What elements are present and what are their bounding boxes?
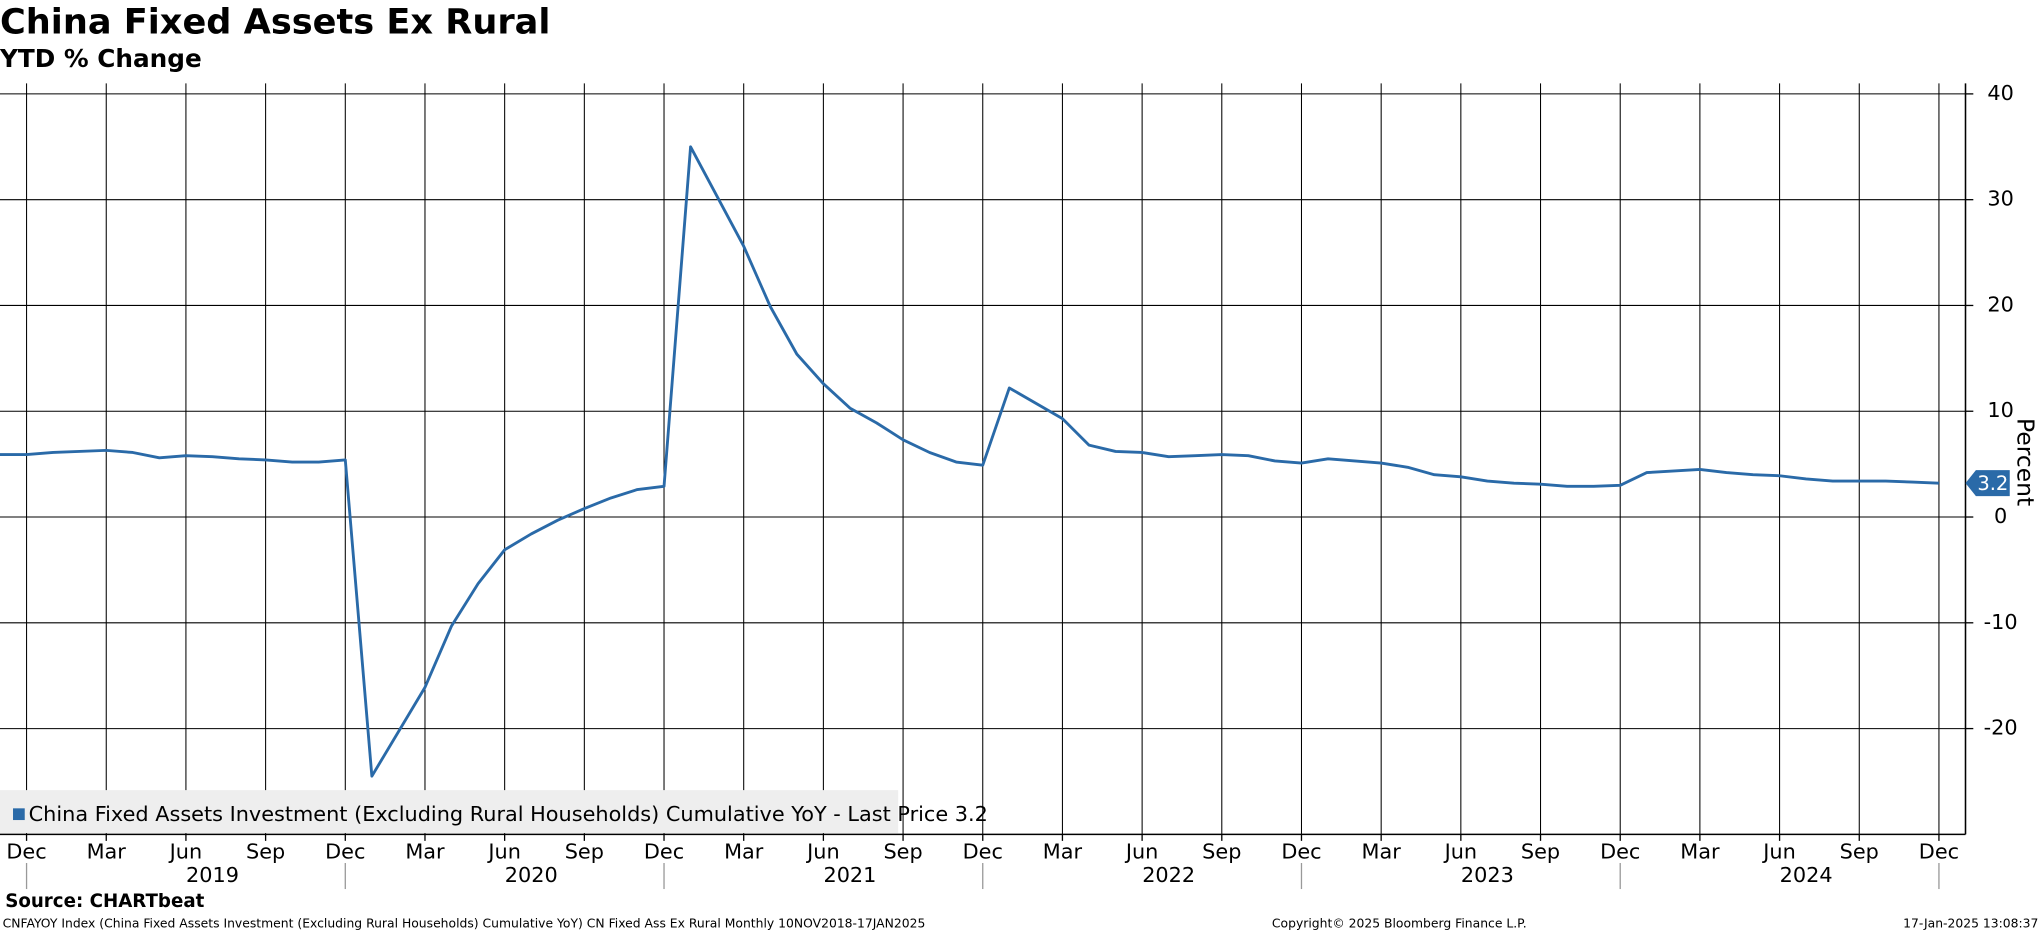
y-axis-label: Percent	[2012, 418, 2040, 506]
chart-subtitle: YTD % Change	[0, 44, 202, 73]
y-tick-label: 10	[1987, 398, 2013, 422]
year-label: 2020	[505, 863, 558, 887]
year-label: 2023	[1461, 863, 1514, 887]
x-tick-label: Mar	[405, 840, 445, 864]
x-tick-label: Sep	[1202, 840, 1241, 864]
x-tick-label: Mar	[724, 840, 764, 864]
x-tick-label: Jun	[1761, 840, 1796, 864]
x-tick-label: Mar	[1362, 840, 1402, 864]
x-tick-label: Dec	[1600, 840, 1640, 864]
x-tick-label: Jun	[486, 840, 521, 864]
x-tick-label: Dec	[1281, 840, 1321, 864]
source: Source: CHARTbeat	[5, 891, 204, 912]
x-tick-label: Dec	[1919, 840, 1959, 864]
y-tick-label: -20	[1984, 716, 2018, 740]
x-tick-label: Sep	[1521, 840, 1560, 864]
x-tick-label: Jun	[1124, 840, 1159, 864]
x-tick-label: Sep	[883, 840, 922, 864]
y-tick-label: 30	[1987, 187, 2013, 211]
last-price-tag	[1965, 470, 2010, 497]
y-tick-label: 20	[1987, 292, 2013, 316]
year-label: 2024	[1780, 863, 1833, 887]
x-tick-label: Jun	[168, 840, 203, 864]
x-tick-label: Dec	[963, 840, 1003, 864]
x-tick-label: Dec	[325, 840, 365, 864]
x-tick-label: Mar	[1043, 840, 1083, 864]
chart-title: China Fixed Assets Ex Rural	[0, 1, 550, 42]
x-tick-label: Mar	[1680, 840, 1720, 864]
legend-box	[0, 790, 899, 834]
y-tick-label: -10	[1984, 610, 2018, 634]
year-label: 2021	[823, 863, 876, 887]
x-tick-label: Dec	[6, 840, 46, 864]
x-tick-label: Sep	[565, 840, 604, 864]
x-tick-label: Jun	[1443, 840, 1478, 864]
last-price-label: 3.2	[1977, 472, 2008, 495]
footer-left: CNFAYOY Index (China Fixed Assets Invest…	[3, 917, 926, 931]
legend-swatch	[13, 808, 25, 821]
x-tick-label: Sep	[1840, 840, 1879, 864]
x-tick-label: Jun	[805, 840, 840, 864]
footer-right: 17-Jan-2025 13:08:37	[1903, 917, 2038, 931]
legend-label: China Fixed Assets Investment (Excluding…	[29, 802, 988, 826]
x-tick-label: Sep	[246, 840, 285, 864]
year-label: 2019	[186, 863, 239, 887]
year-label: 2022	[1142, 863, 1195, 887]
data-line	[0, 145, 1939, 778]
footer-center: Copyright© 2025 Bloomberg Finance L.P.	[1272, 917, 1527, 931]
y-tick-label: 0	[1994, 504, 2007, 528]
y-tick-label: 40	[1987, 81, 2013, 105]
x-tick-label: Dec	[644, 840, 684, 864]
x-tick-label: Mar	[87, 840, 127, 864]
